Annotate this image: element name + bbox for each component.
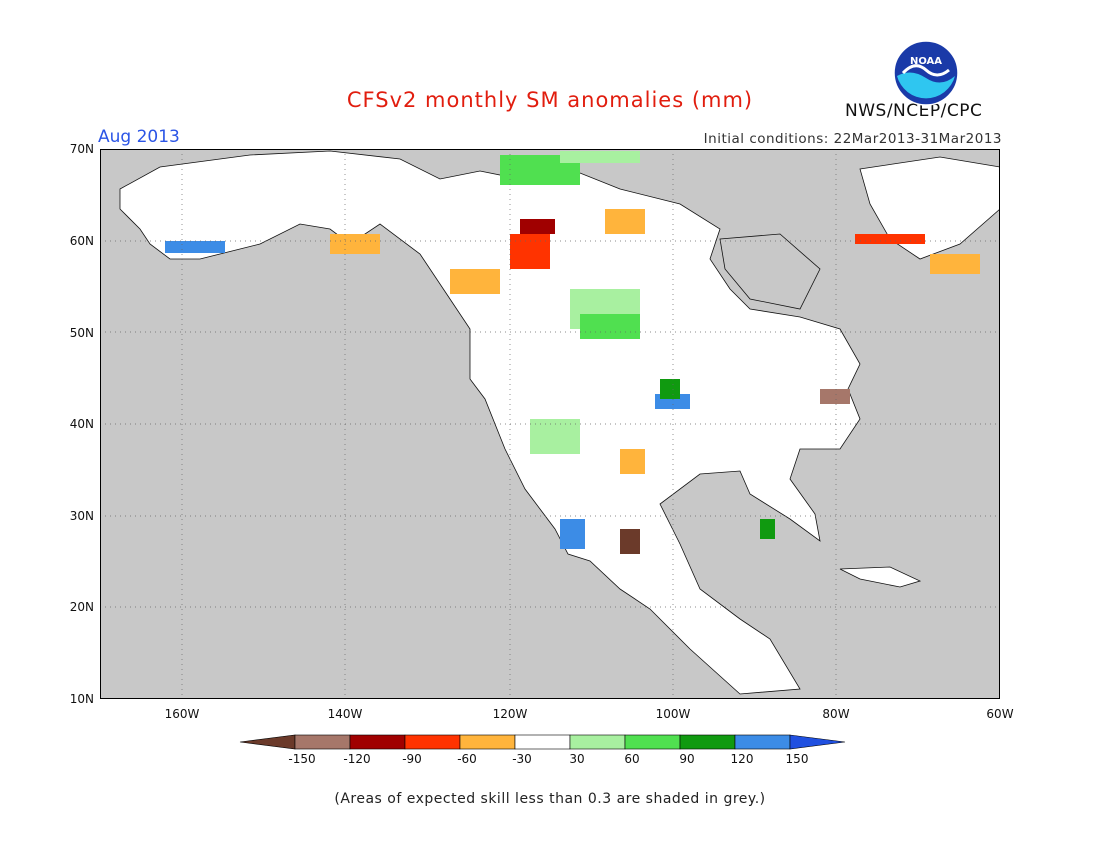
cuba-land [839,566,922,588]
colorbar [239,734,846,750]
colorbar-segment [624,734,681,750]
colorbar-segment [349,734,406,750]
colorbar-segment [514,734,571,750]
colorbar-label: 30 [569,752,585,766]
colorbar-label: -30 [512,752,532,766]
land-masses [119,150,1000,695]
lat-label-60n: 60N [69,234,94,248]
lat-label-30n: 30N [69,509,94,523]
colorbar-label: -150 [288,752,316,766]
colorbar-segment [679,734,736,750]
lat-label-50n: 50N [69,326,94,340]
colorbar-label: -60 [457,752,477,766]
lat-label-20n: 20N [69,600,94,614]
colorbar-label: 120 [730,752,754,766]
lon-label-160w: 160W [164,707,200,721]
colorbar-segment [789,734,846,750]
colorbar-segment [569,734,626,750]
lon-label-120w: 120W [492,707,528,721]
colorbar-segment [294,734,351,750]
noaa-logo-text: NOAA [910,56,942,67]
north-america-land [119,150,861,695]
colorbar-segment [734,734,791,750]
map-title: CFSv2 monthly SM anomalies (mm) [346,88,754,112]
forecast-month: Aug 2013 [98,127,180,147]
anomaly-map [100,149,1000,699]
lon-label-100w: 100W [655,707,691,721]
gridlines [100,149,1000,699]
colorbar-segment [404,734,461,750]
greenland-land [859,156,1000,260]
lon-label-140w: 140W [327,707,363,721]
footnote: (Areas of expected skill less than 0.3 a… [334,791,766,807]
colorbar-label: 60 [624,752,640,766]
lat-label-40n: 40N [69,417,94,431]
lat-label-10n: 10N [69,692,94,706]
agency-label: NWS/NCEP/CPC [845,101,983,121]
lon-label-80w: 80W [822,707,850,721]
colorbar-label: 90 [679,752,695,766]
hudson-bay [719,233,821,310]
lat-label-70n: 70N [69,142,94,156]
colorbar-label: -120 [343,752,371,766]
anomaly-cells [165,151,980,554]
noaa-logo: NOAA [893,40,959,106]
colorbar-label: 150 [785,752,809,766]
colorbar-segment [239,734,296,750]
colorbar-segment [459,734,516,750]
lon-label-60w: 60W [986,707,1014,721]
colorbar-label: -90 [402,752,422,766]
initial-conditions: Initial conditions: 22Mar2013-31Mar2013 [703,131,1002,147]
